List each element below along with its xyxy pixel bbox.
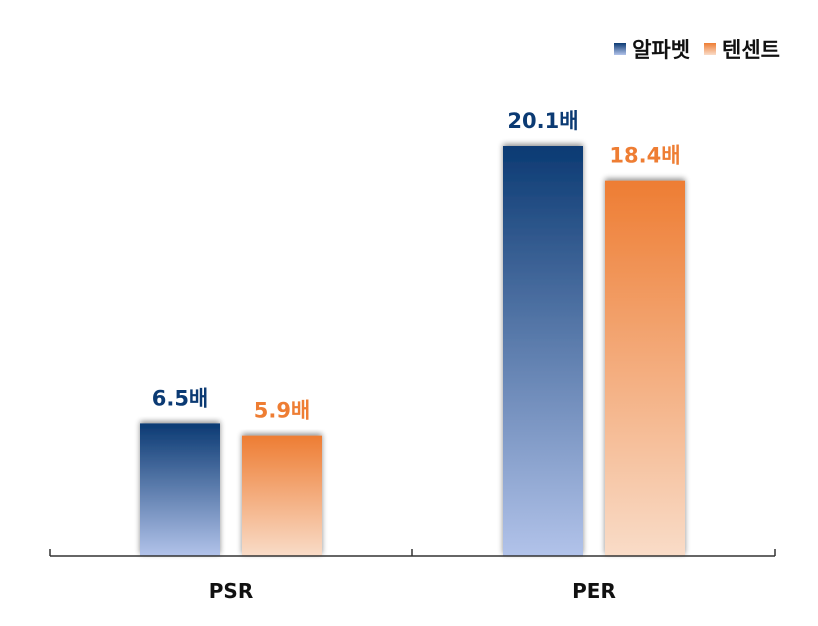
category-label-psr: PSR: [209, 579, 253, 603]
bars-group: [140, 146, 685, 556]
bar-per-series-2: [605, 180, 685, 556]
legend-item-series-2: 텐센트: [704, 34, 780, 64]
legend-label-series-1: 알파벳: [632, 38, 691, 62]
legend-swatch-series-2: [704, 43, 717, 55]
legend-swatch-series-1: [614, 43, 627, 55]
category-labels-group: PSR PER: [209, 579, 616, 603]
bar-psr-series-2: [242, 435, 322, 556]
x-axis: [49, 549, 776, 557]
legend-item-series-1: 알파벳: [614, 34, 690, 64]
legend-label-series-2: 텐센트: [722, 38, 780, 62]
category-label-per: PER: [572, 579, 616, 603]
legend: 알파벳 텐센트: [614, 34, 780, 64]
value-label-psr-series-2: 5.9배: [254, 399, 311, 423]
value-label-psr-series-1: 6.5배: [152, 386, 209, 410]
value-label-per-series-1: 20.1배: [507, 109, 578, 133]
value-labels-group: 6.5배 5.9배 20.1배 18.4배: [152, 109, 681, 423]
bar-per-series-1: [503, 146, 583, 556]
value-label-per-series-2: 18.4배: [609, 144, 680, 168]
bar-psr-series-1: [140, 423, 220, 556]
